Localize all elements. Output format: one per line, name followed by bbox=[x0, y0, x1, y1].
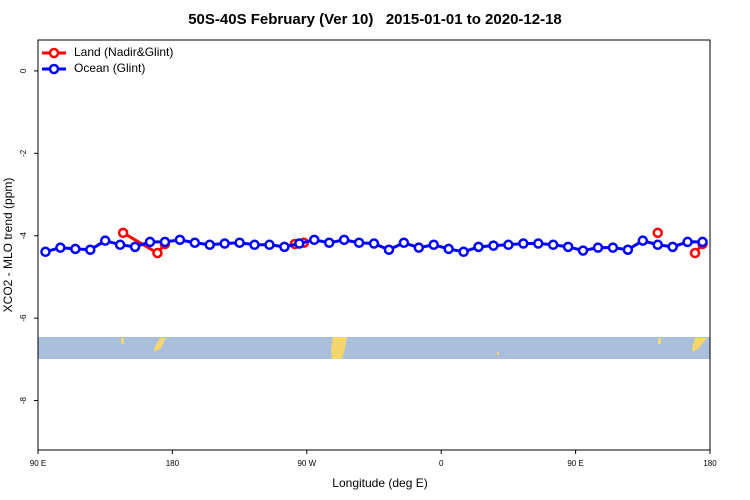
data-point bbox=[338, 234, 350, 246]
x-tick-label: 90 W bbox=[297, 459, 316, 468]
plot-frame bbox=[37, 39, 711, 451]
y-tick-label: -2 bbox=[19, 149, 28, 157]
y-tick-label: -4 bbox=[19, 232, 28, 240]
data-point bbox=[383, 244, 395, 255]
data-point bbox=[518, 238, 529, 249]
data-point bbox=[547, 239, 559, 251]
data-point bbox=[70, 243, 81, 255]
data-point bbox=[114, 239, 126, 251]
data-point bbox=[279, 241, 290, 253]
data-point bbox=[129, 241, 141, 253]
data-point bbox=[323, 237, 335, 248]
data-point bbox=[428, 239, 439, 251]
data-point bbox=[234, 237, 245, 248]
y-tick-label: -6 bbox=[19, 314, 28, 322]
data-point bbox=[264, 239, 275, 251]
data-point bbox=[689, 247, 701, 259]
x-axis-label: Longitude (deg E) bbox=[332, 476, 427, 490]
data-point bbox=[144, 236, 156, 248]
x-tick-label: 0 bbox=[439, 459, 444, 468]
data-point bbox=[503, 239, 514, 251]
data-point bbox=[577, 245, 589, 256]
data-point bbox=[562, 241, 574, 253]
data-point bbox=[652, 227, 663, 239]
data-point bbox=[667, 241, 678, 253]
y-axis-label: XCO2 - MLO trend (ppm) bbox=[1, 178, 15, 313]
data-point bbox=[443, 243, 454, 255]
chart-title: 50S-40S February (Ver 10) 2015-01-01 to … bbox=[188, 11, 562, 28]
data-point bbox=[592, 242, 604, 253]
legend-label: Land (Nadir&Glint) bbox=[74, 45, 173, 59]
data-point bbox=[533, 238, 544, 249]
legend-marker bbox=[48, 63, 60, 75]
data-point bbox=[40, 246, 51, 258]
x-tick-label: 90 E bbox=[567, 459, 583, 468]
data-point bbox=[204, 239, 215, 251]
x-tick-label: 90 E bbox=[30, 459, 46, 468]
x-tick-label: 180 bbox=[703, 459, 717, 468]
data-point bbox=[159, 236, 171, 248]
legend-marker bbox=[48, 47, 60, 59]
data-point bbox=[622, 244, 634, 255]
data-point bbox=[607, 242, 619, 253]
y-tick-label: 0 bbox=[19, 68, 28, 73]
data-point bbox=[152, 247, 163, 259]
data-point bbox=[353, 237, 365, 248]
data-point bbox=[473, 241, 484, 253]
data-point bbox=[398, 237, 410, 248]
data-point bbox=[99, 235, 111, 246]
data-point bbox=[637, 235, 649, 246]
data-point bbox=[55, 242, 66, 253]
x-tick-label: 180 bbox=[166, 459, 180, 468]
data-point bbox=[368, 238, 380, 249]
data-point bbox=[294, 238, 305, 249]
y-tick-label: -8 bbox=[19, 396, 28, 404]
data-point bbox=[189, 237, 201, 248]
data-point bbox=[249, 239, 260, 251]
data-point bbox=[117, 227, 129, 239]
data-point bbox=[458, 246, 469, 258]
data-point bbox=[174, 234, 186, 246]
data-point bbox=[309, 234, 320, 246]
data-point bbox=[682, 236, 693, 248]
legend-label: Ocean (Glint) bbox=[74, 61, 145, 75]
data-point bbox=[697, 236, 708, 248]
map-strip bbox=[38, 337, 710, 359]
data-point bbox=[219, 238, 230, 249]
data-point bbox=[85, 244, 96, 255]
data-point bbox=[652, 239, 663, 251]
data-point bbox=[488, 240, 499, 251]
data-point bbox=[413, 242, 425, 253]
